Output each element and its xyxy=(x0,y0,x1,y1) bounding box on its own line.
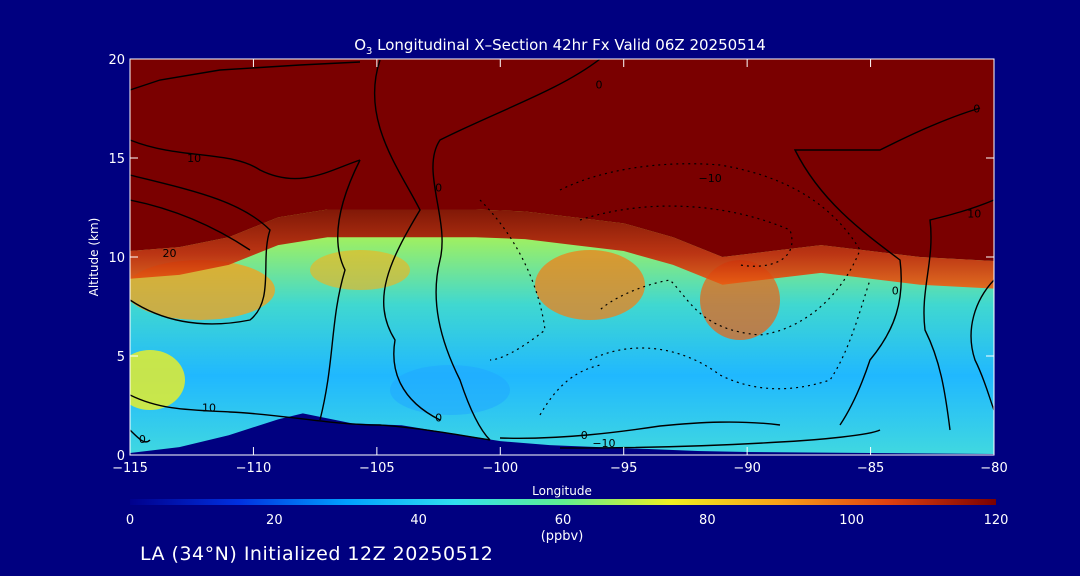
colorbar-tick-label: 60 xyxy=(555,513,572,528)
ozone-patch xyxy=(310,250,410,290)
x-tick-label: −110 xyxy=(236,461,272,476)
x-tick-label: −90 xyxy=(733,461,760,476)
contour-label: 10 xyxy=(187,152,201,165)
y-tick-label: 0 xyxy=(117,449,125,464)
contour-line xyxy=(432,59,601,441)
contour-label: 0 xyxy=(892,285,899,298)
contour-line xyxy=(130,61,361,91)
negative-contour-lines xyxy=(479,163,871,416)
colorbar-tick-label: 80 xyxy=(699,513,716,528)
colorbar-tick-label: 0 xyxy=(126,513,134,528)
x-tick-label: −95 xyxy=(610,461,637,476)
contour-line xyxy=(130,199,251,251)
y-tick-label: 10 xyxy=(108,251,125,266)
contour-line xyxy=(499,421,781,439)
contour-label: 20 xyxy=(162,247,176,260)
y-axis: 0 5 10 15 20 xyxy=(108,53,994,464)
contour-line xyxy=(479,199,546,361)
ozone-patch xyxy=(390,365,510,415)
contour-line xyxy=(793,107,981,426)
x-axis-label: Longitude xyxy=(532,484,592,498)
y-tick-label: 5 xyxy=(117,350,125,365)
x-tick-label: −105 xyxy=(359,461,395,476)
y-tick-label: 20 xyxy=(108,53,125,68)
colorbar-tick-label: 40 xyxy=(410,513,427,528)
contour-label: −10 xyxy=(699,172,722,185)
colorbar-unit-label: (ppbv) xyxy=(541,529,584,544)
colorbar xyxy=(130,499,996,505)
ozone-patch xyxy=(130,350,185,410)
contour-labels: 20 10 10 0 0 0 0 −10 0 −10 0 0 10 xyxy=(139,79,981,450)
contour-label: 0 xyxy=(973,102,980,115)
contour-line xyxy=(579,205,793,267)
y-axis-label: Altitude (km) xyxy=(87,218,101,297)
contour-line xyxy=(970,279,994,411)
contour-label: 10 xyxy=(202,401,216,414)
chart-title: O3 Longitudinal X–Section 42hr Fx Valid … xyxy=(354,36,766,57)
contour-label: 0 xyxy=(435,182,442,195)
y-tick-label: 15 xyxy=(108,152,125,167)
contour-line xyxy=(130,139,361,180)
x-axis: −115 −110 −105 −100 −95 −90 −85 −80 xyxy=(112,59,1008,476)
ozone-patches xyxy=(130,250,780,415)
ozone-patch xyxy=(535,250,645,320)
x-tick-label: −115 xyxy=(112,461,148,476)
x-tick-label: −85 xyxy=(857,461,884,476)
contour-label: 0 xyxy=(435,411,442,424)
contour-line xyxy=(130,394,491,441)
colorbar-tick-label: 120 xyxy=(984,513,1009,528)
contour-label: 0 xyxy=(139,433,146,446)
contour-lines xyxy=(130,59,994,449)
init-info-label: LA (34°N) Initialized 12Z 20250512 xyxy=(140,543,494,565)
contour-line xyxy=(559,429,881,449)
contour-line xyxy=(319,159,361,421)
colorbar-ticks: 0 20 40 60 80 100 120 xyxy=(126,513,1009,528)
contour-label: −10 xyxy=(592,437,615,450)
stratosphere-region xyxy=(130,59,994,261)
plot-area: 20 10 10 0 0 0 0 −10 0 −10 0 0 10 xyxy=(130,59,994,455)
colorbar-tick-label: 20 xyxy=(266,513,283,528)
contour-line xyxy=(373,59,441,421)
contour-label: 0 xyxy=(581,429,588,442)
colorbar-tick-label: 100 xyxy=(839,513,864,528)
contour-line xyxy=(130,429,151,443)
x-tick-label: −80 xyxy=(980,461,1007,476)
contour-line xyxy=(130,174,271,325)
contour-label: 10 xyxy=(967,207,981,220)
tropopause-transition xyxy=(130,209,994,289)
contour-label: 0 xyxy=(596,79,603,92)
contour-line xyxy=(923,199,994,431)
x-tick-label: −100 xyxy=(482,461,518,476)
